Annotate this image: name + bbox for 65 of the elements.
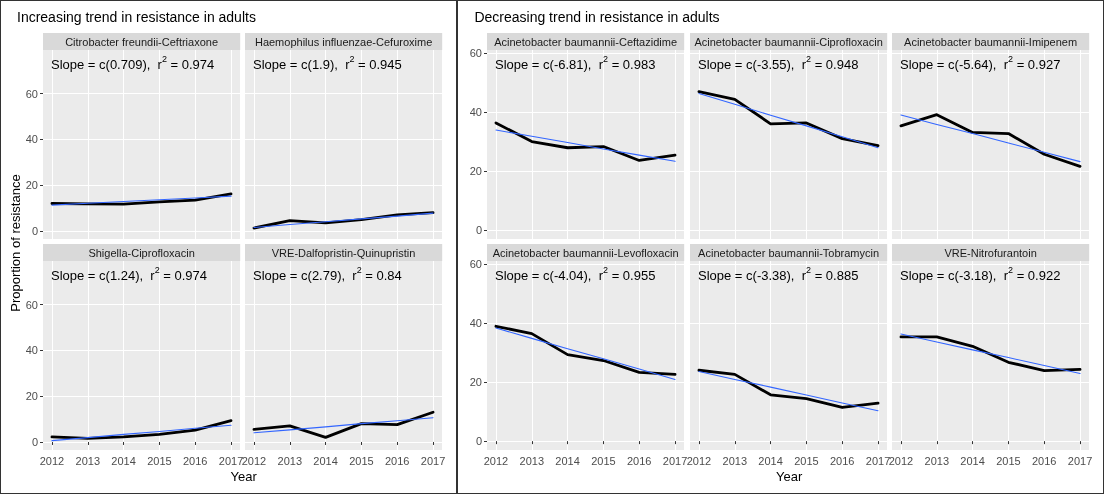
x-tick-label: 2017 (218, 454, 244, 467)
x-tick-label: 2017 (420, 454, 446, 467)
x-tick-label: 2015 (591, 454, 617, 467)
x-tick-label: 2012 (241, 454, 267, 467)
x-tick-label: 2016 (182, 454, 208, 467)
y-tick-label: 60 (25, 298, 38, 311)
y-tick-label: 60 (25, 87, 38, 100)
x-tick-label: 2014 (757, 454, 783, 467)
chart-title: Acinetobacter baumannii-Ciprofloxacin (694, 35, 883, 48)
text: Year (776, 469, 803, 484)
x-tick-label: 2015 (147, 454, 172, 467)
text: Proportion of resistance (7, 173, 23, 312)
y-tick-label: 0 (476, 224, 483, 237)
x-tick-label: 2013 (924, 454, 949, 467)
x-tick-label: 2016 (627, 454, 652, 467)
line-series (50, 419, 233, 440)
x-tick-label: 2013 (75, 454, 101, 467)
x-tick-label: 2016 (385, 454, 410, 467)
text: Decreasing trend in resistance in adults (474, 9, 720, 25)
x-tick-label: 2013 (519, 454, 545, 467)
x-tick-label: 2014 (313, 454, 339, 467)
chart-title: Acinetobacter baumannii-Ceftazidime (494, 35, 678, 48)
chart-title: Haemophilus influenzae-Cefuroxime (255, 35, 433, 48)
line-series (494, 121, 677, 162)
x-tick-label: 2016 (829, 454, 855, 467)
y-tick-label: 20 (25, 390, 38, 403)
y-tick-label: 20 (470, 165, 483, 178)
chart-title: Acinetobacter baumannii-Tobramycin (697, 246, 879, 259)
chart-title: Acinetobacter baumannii-Imipenem (903, 35, 1077, 48)
chart-title: Citrobacter freundii-Ceftriaxone (65, 35, 219, 48)
y-tick-label: 0 (476, 435, 483, 448)
y-tick-label: 0 (31, 435, 38, 448)
chart-title: Acinetobacter baumannii-Levofloxacin (493, 246, 679, 259)
x-tick-label: 2013 (722, 454, 747, 467)
x-tick-label: 2012 (888, 454, 913, 467)
y-tick-label: 60 (470, 257, 483, 270)
chart-title: Shigella-Ciprofloxacin (88, 246, 195, 259)
y-tick-label: 40 (470, 106, 483, 119)
x-tick-label: 2015 (793, 454, 819, 467)
line-series (51, 424, 232, 442)
y-tick-label: 60 (470, 46, 483, 59)
x-tick-label: 2014 (960, 454, 985, 467)
x-tick-label: 2012 (686, 454, 711, 467)
x-tick-label: 2014 (555, 454, 581, 467)
y-tick-label: 40 (25, 133, 38, 146)
x-tick-label: 2015 (349, 454, 374, 467)
chart-title: VRE-Nitrofurantoin (944, 246, 1037, 259)
x-tick-label: 2012 (484, 454, 509, 467)
x-tick-label: 2014 (111, 454, 136, 467)
x-tick-label: 2017 (663, 454, 688, 467)
text: Year (230, 469, 257, 484)
line-series (495, 129, 676, 162)
x-tick-label: 2013 (277, 454, 303, 467)
x-tick-label: 2016 (1031, 454, 1057, 467)
chart-title: VRE-Dalfopristin-Quinupristin (271, 246, 416, 259)
x-tick-label: 2017 (1067, 454, 1093, 467)
x-tick-label: 2012 (39, 454, 65, 467)
x-tick-label: 2015 (995, 454, 1021, 467)
x-tick-label: 2017 (865, 454, 890, 467)
y-tick-label: 0 (31, 224, 38, 237)
text: Increasing trend in resistance in adults (17, 9, 256, 25)
y-tick-label: 20 (470, 376, 483, 389)
y-tick-label: 40 (470, 317, 483, 330)
y-tick-label: 40 (25, 344, 38, 357)
y-tick-label: 20 (25, 179, 38, 192)
